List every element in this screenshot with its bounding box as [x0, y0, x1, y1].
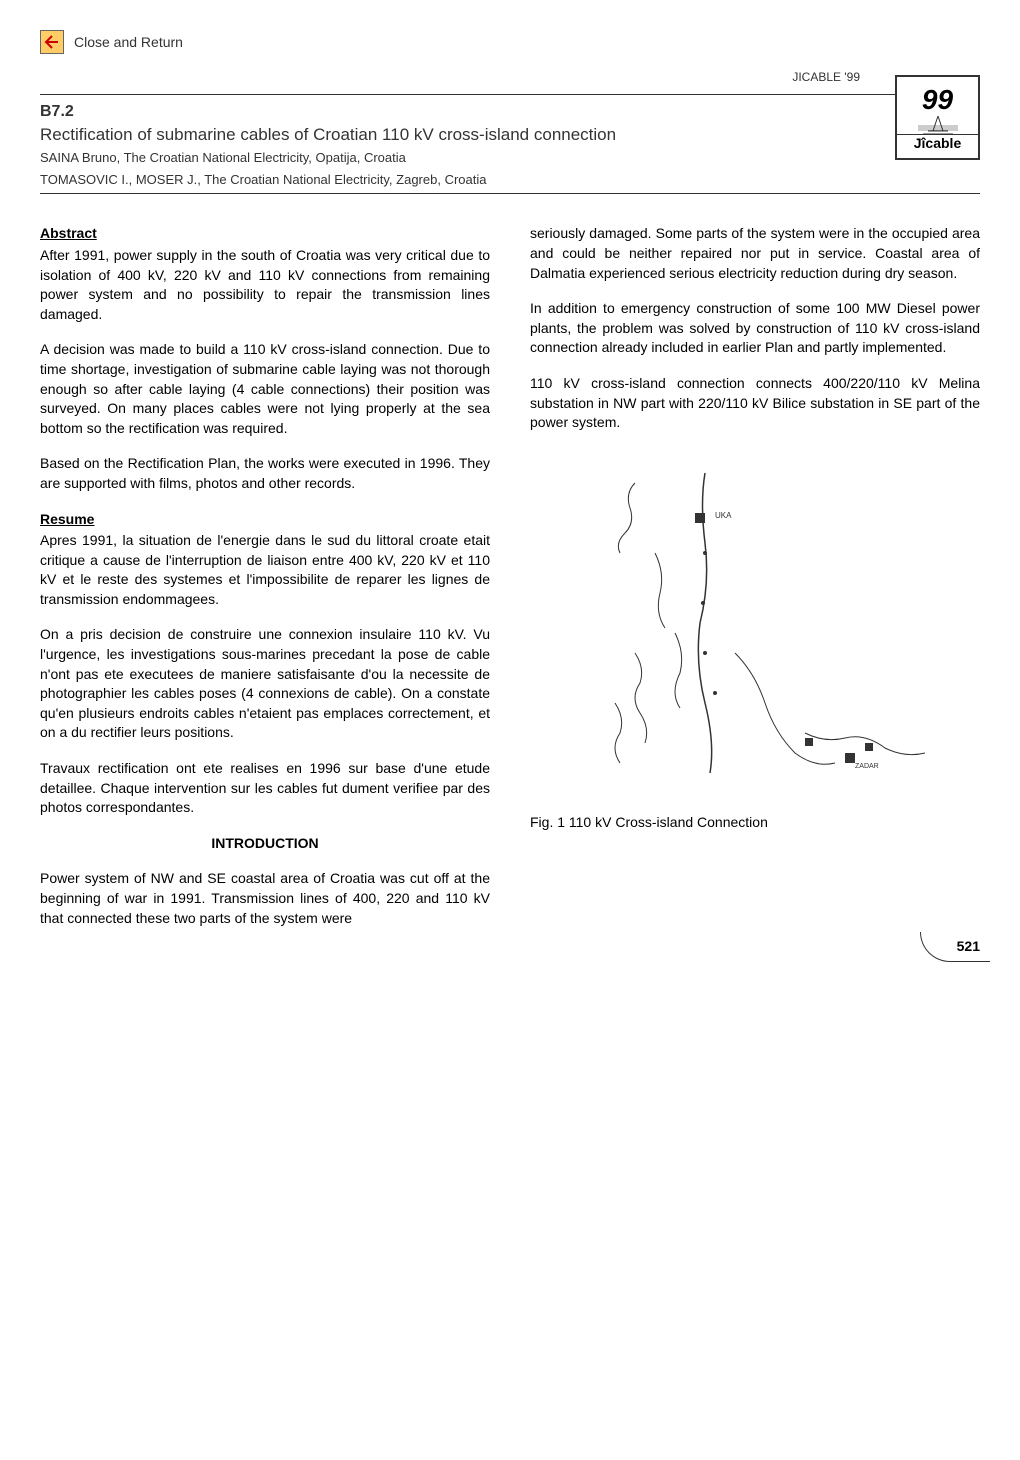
back-icon[interactable]: [40, 30, 64, 54]
map-svg: UKA ZADAR: [530, 453, 980, 793]
resume-p2: On a pris decision de construire une con…: [40, 625, 490, 743]
right-column: seriously damaged. Some parts of the sys…: [530, 224, 980, 944]
abstract-heading: Abstract: [40, 224, 490, 244]
logo-name: Jîcable: [897, 134, 978, 151]
resume-p1: Apres 1991, la situation de l'energie da…: [40, 531, 490, 609]
page-number: 521: [957, 938, 980, 954]
abstract-p1: After 1991, power supply in the south of…: [40, 246, 490, 324]
resume-heading: Resume: [40, 510, 490, 530]
resume-p3: Travaux rectification ont ete realises e…: [40, 759, 490, 818]
author-line-2: TOMASOVIC I., MOSER J., The Croatian Nat…: [40, 171, 860, 189]
author-line-1: SAINA Bruno, The Croatian National Elect…: [40, 149, 860, 167]
logo-year: 99: [922, 84, 953, 116]
right-p2: In addition to emergency construction of…: [530, 299, 980, 358]
map-figure: UKA ZADAR: [530, 453, 980, 793]
abstract-p3: Based on the Rectification Plan, the wor…: [40, 454, 490, 493]
figure-caption: Fig. 1 110 kV Cross-island Connection: [530, 813, 980, 833]
header-divider-bottom: [40, 193, 980, 194]
paper-title: Rectification of submarine cables of Cro…: [40, 125, 860, 145]
figure-1: UKA ZADAR Fig. 1 110 kV Cross-island Con…: [530, 453, 980, 833]
left-column: Abstract After 1991, power supply in the…: [40, 224, 490, 944]
logo-tower-icon: [908, 116, 968, 134]
svg-text:UKA: UKA: [715, 511, 732, 520]
content-columns: Abstract After 1991, power supply in the…: [40, 224, 980, 944]
introduction-heading: INTRODUCTION: [40, 834, 490, 854]
abstract-p2: A decision was made to build a 110 kV cr…: [40, 340, 490, 438]
intro-p1: Power system of NW and SE coastal area o…: [40, 869, 490, 928]
arrow-icon: [44, 34, 60, 50]
top-navigation: Close and Return: [40, 30, 980, 54]
journal-label: JICABLE '99: [792, 70, 860, 84]
paper-id: B7.2: [40, 103, 860, 121]
right-p1: seriously damaged. Some parts of the sys…: [530, 224, 980, 283]
header-section: B7.2 Rectification of submarine cables o…: [40, 103, 860, 189]
close-return-link[interactable]: Close and Return: [74, 34, 183, 50]
right-p3: 110 kV cross-island connection connects …: [530, 374, 980, 433]
svg-text:ZADAR: ZADAR: [855, 763, 879, 770]
header-divider-top: [40, 94, 980, 95]
logo-box: 99 Jîcable: [895, 75, 980, 160]
